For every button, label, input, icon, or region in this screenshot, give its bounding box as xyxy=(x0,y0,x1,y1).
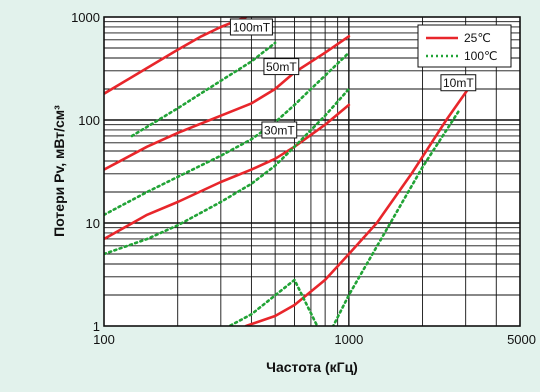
series-line-30mt-100c xyxy=(104,87,351,256)
legend-box xyxy=(417,24,512,68)
y-tick-label: 1 xyxy=(93,319,100,334)
annotation-label: 10mT xyxy=(443,76,474,90)
y-tick-label: 100 xyxy=(78,113,100,128)
plot-background xyxy=(104,17,520,326)
annotation-label: 30mT xyxy=(264,123,295,137)
series-line-50mt-25c xyxy=(104,34,351,171)
annotation-10mt: 10mT xyxy=(440,74,477,92)
legend-label-100c: 100℃ xyxy=(464,49,498,63)
curve-annotations: 100mT 50mT 30mT 10mT xyxy=(229,18,477,139)
annotation-box xyxy=(229,18,273,36)
y-tick-label: 10 xyxy=(86,216,100,231)
series-line-10mt-100c xyxy=(226,110,460,326)
series-line-100mt-100c xyxy=(130,41,277,138)
annotation-30mt: 30mT xyxy=(261,121,298,139)
tick-labels: 100 1000 5000 1 10 100 1000 xyxy=(71,10,536,347)
annotation-box xyxy=(263,58,300,76)
annotation-label: 100mT xyxy=(233,20,271,34)
y-tick-label: 1000 xyxy=(71,10,100,25)
x-tick-label: 5000 xyxy=(507,332,536,347)
series-line-30mt-25c xyxy=(104,103,351,241)
annotation-box xyxy=(261,121,298,139)
x-tick-label: 1000 xyxy=(334,332,363,347)
x-axis-title: Частота (кГц) xyxy=(266,359,358,375)
y-axis-title: Потери Pv, мВт/см³ xyxy=(51,105,67,237)
legend: 25℃ 100℃ xyxy=(417,24,512,68)
series-line-10mt-25c xyxy=(244,81,474,326)
x-tick-label: 100 xyxy=(93,332,115,347)
series-line-100mt-25c xyxy=(104,17,248,95)
plot-frame xyxy=(103,16,521,327)
annotation-50mt: 50mT xyxy=(263,58,300,76)
annotation-label: 50mT xyxy=(266,60,297,74)
annotation-box xyxy=(440,74,477,92)
legend-label-25c: 25℃ xyxy=(464,31,491,45)
annotation-100mt: 100mT xyxy=(229,18,273,36)
